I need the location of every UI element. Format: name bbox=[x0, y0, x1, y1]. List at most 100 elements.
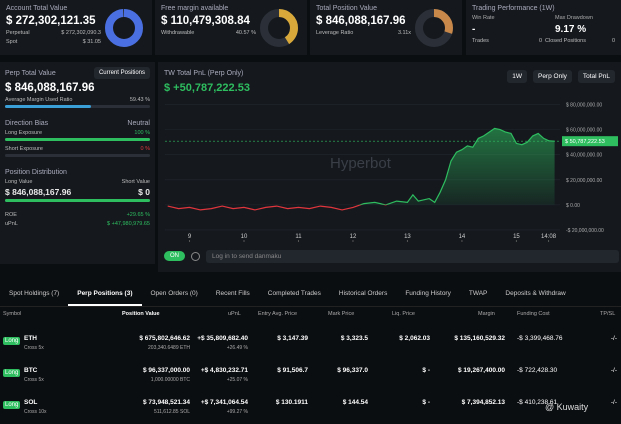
value: 0 bbox=[611, 38, 615, 44]
column-header: Funding Cost bbox=[517, 311, 550, 317]
donut bbox=[260, 9, 298, 47]
card-title: Total Position Value bbox=[316, 5, 377, 12]
pnl-line-up bbox=[358, 127, 555, 205]
tab[interactable]: TWAP bbox=[468, 290, 488, 297]
chart-value: $ +50,787,222.53 bbox=[164, 82, 250, 94]
cell: $ 3,323.5 bbox=[340, 335, 368, 342]
label: Long Value bbox=[5, 179, 33, 185]
label: Win Rate bbox=[472, 15, 495, 21]
cell: $ 2,062.03 bbox=[399, 335, 430, 342]
side-badge: Long bbox=[3, 401, 21, 409]
cell: +$ 4,830,232.71 bbox=[200, 367, 248, 374]
column-header: Symbol bbox=[3, 311, 22, 317]
card-item: Leverage Ratio 3.11x bbox=[316, 30, 411, 36]
label: Position Distribution bbox=[5, 169, 67, 176]
leverage: Cross 5x bbox=[24, 345, 44, 351]
progress bbox=[5, 199, 150, 202]
label: Perp Total Value bbox=[5, 69, 56, 77]
label: Short Exposure bbox=[5, 146, 43, 152]
cell: $ 96,337,000.00 bbox=[143, 367, 190, 374]
progress bbox=[5, 138, 150, 141]
cell-sub: +99.27 % bbox=[226, 409, 248, 415]
value: - bbox=[472, 24, 476, 35]
dropdown[interactable]: Perp Only bbox=[532, 70, 572, 83]
symbol: ETH bbox=[24, 335, 37, 342]
column-header: Position Value bbox=[122, 311, 160, 317]
tab[interactable]: Open Orders (0) bbox=[150, 290, 198, 297]
danmaku-input[interactable]: Log in to send danmaku bbox=[206, 249, 619, 263]
card-value: $ 272,302,121.35 bbox=[6, 15, 96, 27]
cell: $ 96,337.0 bbox=[337, 367, 368, 374]
y-tick-label: $ 40,000,000.00 bbox=[566, 153, 602, 159]
watermark: @ Kuwaity bbox=[545, 402, 589, 412]
cell: $ 130.1911 bbox=[275, 399, 308, 406]
dropdown[interactable]: Total PnL bbox=[577, 70, 615, 83]
tpsl: -/- bbox=[610, 335, 617, 342]
x-tick-label: 11 bbox=[295, 234, 302, 240]
pnl-area bbox=[167, 128, 555, 205]
cell: $ 675,802,646.62 bbox=[139, 335, 190, 342]
label: Trades bbox=[472, 38, 489, 44]
tab[interactable]: Spot Holdings (7) bbox=[9, 290, 60, 297]
x-tick-label: 15 bbox=[513, 234, 520, 240]
column-header: Mark Price bbox=[328, 311, 355, 317]
card: Free margin available $ 110,479,308.84 Wit… bbox=[155, 0, 307, 55]
x-tick-label: 14 bbox=[459, 234, 466, 240]
tab[interactable]: Funding History bbox=[405, 290, 451, 297]
tab[interactable]: Perp Positions (3) bbox=[68, 283, 142, 306]
donut-arc bbox=[260, 9, 298, 47]
cell: $ 3,147.39 bbox=[277, 335, 308, 342]
perp-panel: Perp Total Value Current Positions $ 846,… bbox=[0, 62, 155, 264]
cell-sub: 203,340.6489 ETH bbox=[148, 345, 190, 351]
label: Leverage Ratio bbox=[316, 30, 354, 36]
tabs: Spot Holdings (7) Perp Positions (3) Open … bbox=[0, 283, 621, 307]
label: Max Drawdown bbox=[555, 15, 593, 21]
cell: $ 91,506.7 bbox=[277, 367, 308, 374]
column-header: uPnL bbox=[228, 311, 241, 317]
value: 40.57 % bbox=[235, 30, 256, 36]
button[interactable]: Current Positions bbox=[93, 67, 150, 79]
card: Account Total Value $ 272,302,121.35 Perpe… bbox=[0, 0, 152, 55]
label: Long Exposure bbox=[5, 130, 42, 136]
y-tick-label: -$ 20,000,000.00 bbox=[566, 228, 604, 234]
symbol: BTC bbox=[24, 367, 38, 374]
tab[interactable]: Recent Fills bbox=[215, 290, 250, 297]
tab[interactable]: Deposits & Withdraw bbox=[505, 290, 566, 297]
tpsl: -/- bbox=[610, 399, 617, 406]
cell: +$ 35,809,682.40 bbox=[197, 335, 248, 342]
value: $ +47,980,979.65 bbox=[107, 221, 150, 227]
card: Total Position Value $ 846,088,167.96 Leve… bbox=[310, 0, 462, 55]
tab[interactable]: Historical Orders bbox=[338, 290, 388, 297]
column-header: Liq. Price bbox=[392, 311, 415, 317]
pnl-line-down bbox=[167, 204, 388, 211]
x-tick-label: 10 bbox=[241, 234, 248, 240]
toggle[interactable]: ON bbox=[164, 251, 185, 261]
value: 3.11x bbox=[397, 30, 411, 36]
label: ROE bbox=[5, 212, 17, 218]
tab[interactable]: Completed Trades bbox=[267, 290, 321, 297]
card-title: Account Total Value bbox=[6, 5, 68, 12]
chart-watermark: Hyperbot bbox=[330, 155, 392, 172]
value: +29.65 % bbox=[126, 212, 150, 218]
dropdown[interactable]: 1W bbox=[507, 70, 527, 83]
value: $ 272,302,090.3 bbox=[61, 30, 101, 36]
last-value-label: $ 50,787,222.53 bbox=[565, 139, 605, 145]
x-tick-label: 9 bbox=[188, 234, 192, 240]
chart-title: TW Total PnL (Perp Only) bbox=[164, 70, 244, 77]
card-item: Spot $ 31.05 bbox=[6, 39, 101, 45]
column-header: TP/SL bbox=[600, 311, 616, 317]
card-value: $ 846,088,167.96 bbox=[316, 15, 406, 27]
leverage: Cross 10x bbox=[24, 409, 47, 415]
value: 59.43 % bbox=[129, 97, 150, 103]
donut bbox=[105, 9, 143, 47]
label: Direction Bias bbox=[5, 120, 49, 127]
cell-sub: +26.49 % bbox=[226, 345, 248, 351]
x-tick-label: 12 bbox=[350, 234, 357, 240]
label: Spot bbox=[6, 39, 18, 45]
leverage: Cross 5x bbox=[24, 377, 44, 383]
funding: -$ 3,399,468.76 bbox=[517, 335, 563, 342]
icon[interactable] bbox=[191, 251, 200, 261]
symbol: SOL bbox=[24, 399, 38, 406]
side-badge: Long bbox=[3, 337, 21, 345]
